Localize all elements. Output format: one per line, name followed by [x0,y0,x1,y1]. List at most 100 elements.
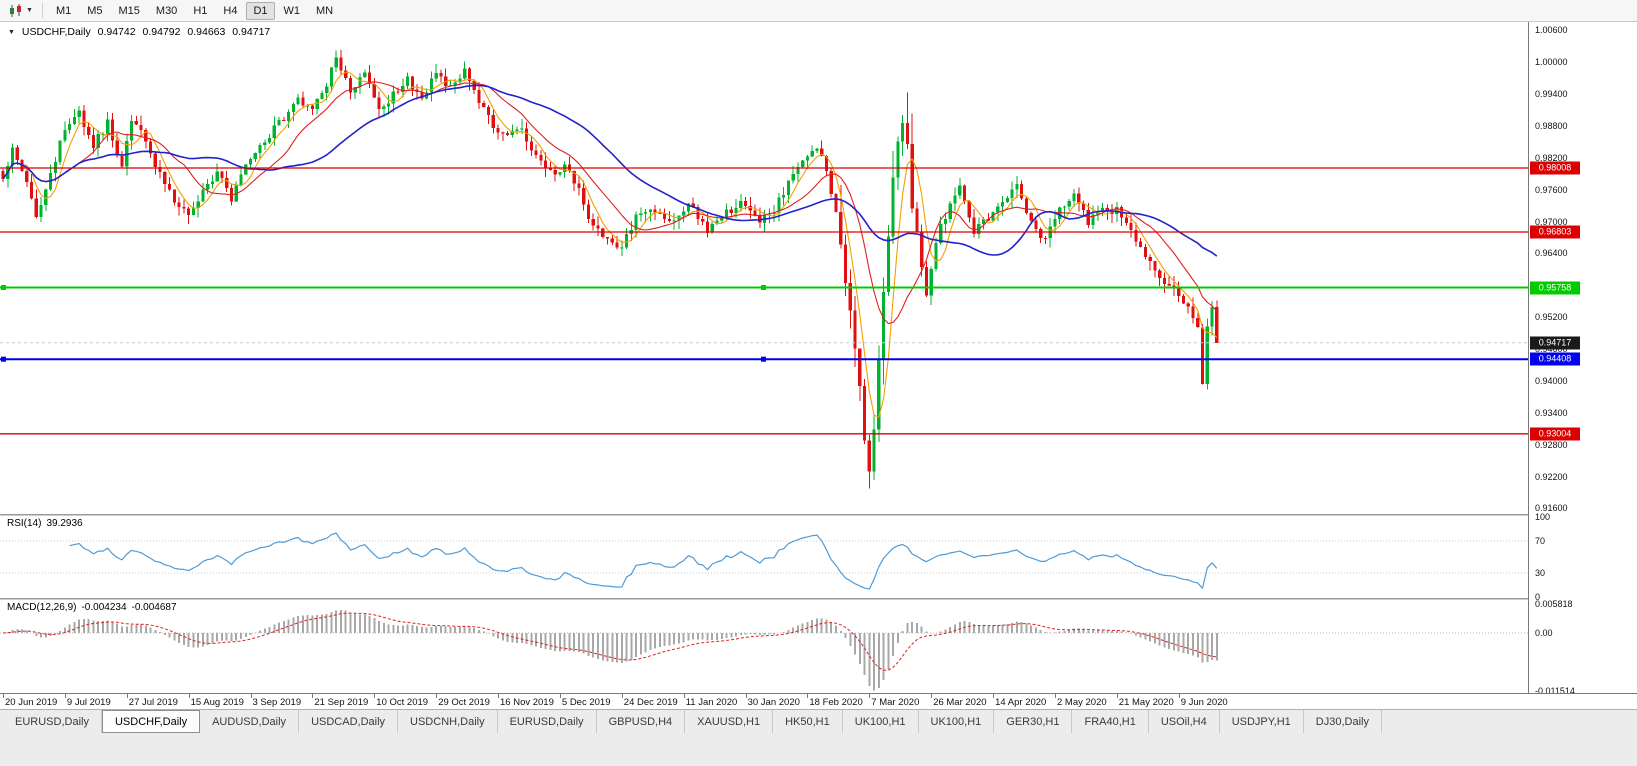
chart-tab-5-eurusd-daily[interactable]: EURUSD,Daily [498,710,597,733]
date-label: 27 Jul 2019 [128,697,178,708]
chart-tab-2-audusd-daily[interactable]: AUDUSD,Daily [200,710,300,733]
date-tick [621,694,623,698]
date-label: 21 May 2020 [1118,697,1174,708]
price-axis-border [1528,22,1529,709]
timeframe-button-m30[interactable]: M30 [155,4,178,17]
price-chart-panel[interactable]: ▼ USDCHF,Daily 0.94742 0.94792 0.94663 0… [0,22,1637,514]
price-axis-label: 0.93400 [1535,407,1568,418]
date-label: 10 Oct 2019 [376,697,429,708]
price-level-tag-0-95758: 0.95758 [1530,281,1580,294]
price-level-tag-0-94408: 0.94408 [1530,352,1580,366]
date-label: 11 Jan 2020 [685,697,738,708]
macd-histogram [6,610,1218,691]
date-label: 14 Apr 2020 [995,697,1047,708]
macd-indicator-panel[interactable]: MACD(12,26,9) -0.004234 -0.004687 [0,600,1637,693]
chart-tab-8-hk50-h1[interactable]: HK50,H1 [773,710,843,733]
timeframe-button-m5[interactable]: M5 [87,4,103,17]
macd-axis-label: 0.005818 [1535,598,1573,609]
macd-name: MACD(12,26,9) [7,602,77,613]
ohlc-open: 0.94742 [97,26,136,38]
date-tick [126,694,128,698]
chart-tab-14-usdjpy-h1[interactable]: USDJPY,H1 [1220,710,1304,733]
chart-tab-0-eurusd-daily[interactable]: EURUSD,Daily [3,710,102,733]
chart-tab-15-dj30-daily[interactable]: DJ30,Daily [1304,710,1382,733]
date-tick [312,694,314,698]
rsi-chart-canvas[interactable] [0,516,1528,598]
line-handle[interactable] [1,285,6,290]
price-axis-label: 0.92800 [1535,439,1568,450]
price-axis-label: 0.97000 [1535,216,1568,227]
price-axis[interactable]: 1.00600 1.00000 0.99400 0.98800 0.98200 0.976… [1529,22,1637,709]
chart-tab-4-usdcnh-daily[interactable]: USDCNH,Daily [398,710,498,733]
rsi-axis-label: 0 [1535,592,1541,602]
date-label: 20 Jun 2019 [5,697,58,708]
moving-average-line-5 [2,71,1218,418]
price-axis-label: 0.94000 [1535,375,1568,386]
candlestick-series [1,50,1219,489]
rsi-name: RSI(14) [7,518,42,529]
price-level-tag-0-96803: 0.96803 [1530,225,1580,239]
date-tick [188,694,190,698]
rsi-line [69,532,1218,590]
price-axis-label: 0.98800 [1535,120,1568,131]
price-axis-label: 0.97600 [1535,184,1568,195]
timeframe-button-m15[interactable]: M15 [118,4,140,17]
date-tick [64,694,66,698]
macd-chart-canvas[interactable] [0,600,1528,693]
chart-tab-9-uk100-h1[interactable]: UK100,H1 [843,710,919,733]
date-label: 18 Feb 2020 [809,697,863,708]
chart-tab-13-usoil-h4[interactable]: USOil,H4 [1149,710,1220,733]
timeframe-button-mn[interactable]: MN [316,4,334,17]
price-level-tag-0-93004: 0.93004 [1530,427,1580,441]
date-tick [993,694,995,698]
rsi-axis-label: 100 [1535,512,1551,522]
candlestick-chart-icon [10,3,21,17]
timeframe-button-d1[interactable]: D1 [246,1,275,20]
ohlc-low: 0.94663 [187,26,226,38]
price-axis-label: 0.98200 [1535,152,1568,163]
line-handle[interactable] [1,356,6,362]
macd-signal-line [2,612,1217,671]
date-label: 9 Jul 2019 [66,697,111,708]
date-tick [1178,694,1180,698]
time-axis[interactable]: 20 Jun 2019 9 Jul 2019 27 Jul 2019 15 Aug 2… [0,693,1637,709]
chart-tab-6-gbpusd-h4[interactable]: GBPUSD,H4 [597,710,686,733]
price-axis-label: 0.96400 [1535,248,1568,259]
date-tick [3,694,4,698]
date-label: 15 Aug 2019 [190,697,244,708]
chart-tab-1-usdchf-daily[interactable]: USDCHF,Daily [101,710,201,733]
line-handle[interactable] [761,285,766,290]
timeframe-button-m1[interactable]: M1 [55,4,72,17]
date-label: 30 Jan 2020 [747,697,800,708]
date-label: 2 May 2020 [1057,697,1107,708]
toolbar-separator [41,3,43,18]
panel-splitter-macd[interactable] [0,598,1637,600]
rsi-indicator-panel[interactable]: RSI(14) 39.2936 [0,516,1637,598]
chart-tab-7-xauusd-h1[interactable]: XAUUSD,H1 [685,710,774,733]
chart-tab-3-usdcad-daily[interactable]: USDCAD,Daily [299,710,399,733]
chart-tab-11-ger30-h1[interactable]: GER30,H1 [994,710,1073,733]
timeframe-button-w1[interactable]: W1 [283,4,301,17]
panel-splitter-rsi[interactable] [0,514,1637,516]
chart-tab-10-uk100-h1[interactable]: UK100,H1 [919,710,995,733]
timeframe-button-h1[interactable]: H1 [193,4,208,17]
price-chart-canvas[interactable] [0,22,1528,514]
date-tick [559,694,561,698]
date-label: 24 Dec 2019 [623,697,678,708]
price-axis-label: 0.99400 [1535,89,1568,100]
symbol-caret-icon: ▼ [8,29,15,36]
rsi-value: 39.2936 [46,518,83,529]
date-tick [931,694,933,698]
line-handle[interactable] [761,356,766,362]
chart-toolbar: ▼ M1 M5 M15 M30 H1 H4 D1 W1 MN [0,0,1637,22]
chart-type-button[interactable]: ▼ [4,3,37,19]
moving-average-line-13 [2,81,1218,325]
date-tick [807,694,809,698]
date-label: 9 Jun 2020 [1180,697,1228,708]
date-label: 29 Oct 2019 [438,697,490,708]
chart-tab-12-fra40-h1[interactable]: FRA40,H1 [1072,710,1149,733]
date-tick [1116,694,1118,698]
timeframe-button-h4[interactable]: H4 [223,4,238,17]
date-tick [250,694,252,698]
